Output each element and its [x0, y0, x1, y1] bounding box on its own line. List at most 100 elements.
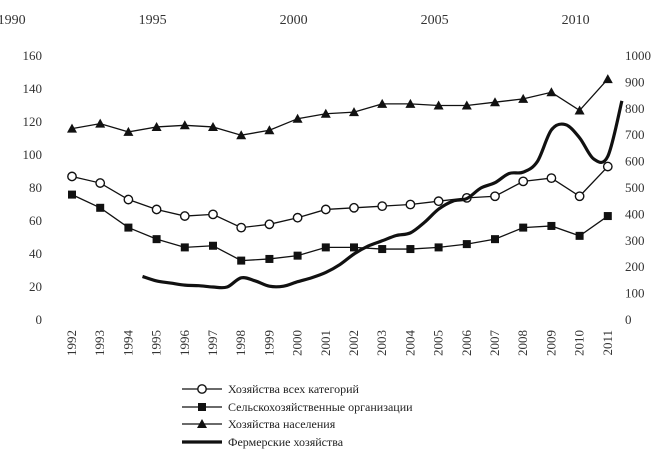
- data-point-square: [180, 243, 189, 252]
- x-tick-label: 1996: [177, 330, 192, 357]
- left-tick-label: 140: [23, 81, 43, 96]
- left-tick-label: 40: [29, 246, 42, 261]
- data-point-square: [462, 240, 471, 249]
- data-point-square: [406, 245, 415, 254]
- data-point-triangle: [264, 125, 275, 135]
- plot-area: [67, 74, 624, 290]
- top-year-label: 1995: [139, 13, 167, 28]
- data-point-triangle: [574, 105, 585, 115]
- data-point-square: [547, 221, 556, 230]
- x-tick-label: 1994: [120, 330, 135, 357]
- series-2: [68, 190, 612, 265]
- series-line-farms: [142, 100, 624, 290]
- data-point-circle: [574, 191, 585, 202]
- data-point-square: [152, 235, 161, 244]
- x-tick-label: 2005: [431, 330, 446, 356]
- right-tick-label: 400: [625, 206, 645, 221]
- right-tick-label: 200: [625, 259, 645, 274]
- left-tick-label: 80: [29, 180, 42, 195]
- data-point-triangle: [67, 123, 77, 133]
- left-tick-label: 100: [23, 147, 43, 162]
- data-point-triangle: [179, 120, 190, 130]
- data-point-triangle: [292, 113, 303, 123]
- data-point-triangle: [95, 118, 106, 128]
- data-point-triangle: [377, 98, 388, 108]
- data-point-triangle: [208, 121, 218, 131]
- x-tick-label: 1992: [64, 330, 79, 356]
- series-line: [71, 78, 609, 136]
- right-tick-label: 500: [625, 180, 645, 195]
- right-tick-label: 900: [625, 74, 645, 89]
- data-point-square: [321, 243, 330, 252]
- data-point-circle: [518, 176, 529, 187]
- right-axis: 0 100 200 300 400 500 600 700 800 900 1000: [625, 48, 651, 327]
- data-point-triangle: [349, 107, 359, 117]
- right-tick-label: 300: [625, 233, 645, 248]
- data-point-triangle: [602, 74, 613, 84]
- x-tick-label: 2011: [600, 330, 615, 356]
- data-point-circle: [292, 212, 303, 223]
- x-tick-label: 1997: [205, 330, 220, 357]
- x-tick-label: 2007: [487, 330, 502, 357]
- right-tick-label: 700: [625, 127, 645, 142]
- data-point-circle: [179, 211, 190, 221]
- top-year-label: 2005: [421, 13, 449, 28]
- data-point-triangle: [151, 121, 162, 131]
- x-tick-label: 2001: [318, 330, 333, 356]
- x-tick-label: 1993: [92, 330, 107, 356]
- data-point-circle: [151, 204, 162, 215]
- data-point-circle: [490, 191, 500, 202]
- right-tick-label: 100: [625, 286, 645, 301]
- data-point-circle: [377, 201, 388, 212]
- left-tick-label: 60: [29, 213, 42, 228]
- series-3: [67, 74, 613, 140]
- series-line: [71, 194, 609, 262]
- x-tick-label: 2006: [459, 330, 474, 357]
- top-axis: 1990 1995 2000 2005 2010: [0, 13, 590, 28]
- x-tick-label: 2004: [402, 330, 417, 357]
- data-point-triangle: [433, 100, 444, 110]
- data-point-triangle: [405, 98, 416, 108]
- data-point-square: [575, 231, 584, 240]
- data-point-square: [491, 235, 499, 244]
- x-tick-label: 2010: [572, 330, 587, 356]
- data-point-square: [293, 251, 302, 260]
- data-point-triangle: [461, 100, 472, 110]
- legend-label: Хозяйства населения: [228, 417, 336, 431]
- top-year-label: 2000: [280, 13, 308, 28]
- left-tick-label: 0: [36, 312, 43, 327]
- legend-item: Фермерские хозяйства: [182, 435, 344, 449]
- data-point-square: [124, 223, 133, 232]
- data-point-triangle: [490, 97, 500, 107]
- data-point-triangle: [546, 87, 557, 97]
- data-point-circle: [67, 171, 77, 182]
- data-point-square: [434, 243, 443, 252]
- data-point-circle: [405, 199, 416, 210]
- legend-label: Хозяйства всех категорий: [228, 382, 360, 396]
- series-4: [142, 100, 624, 290]
- data-point-square: [603, 212, 612, 221]
- data-point-square: [519, 223, 528, 232]
- left-tick-label: 160: [23, 48, 43, 63]
- x-tick-label: 1995: [149, 330, 164, 356]
- left-tick-label: 20: [29, 279, 42, 294]
- data-point-square: [350, 243, 358, 252]
- x-axis: 1992 1993 1994 1995 1996 1997 1998 1999 2000 2001…: [64, 330, 615, 357]
- top-year-label: 2010: [562, 13, 590, 28]
- legend-label: Сельскохозяйственные организации: [228, 400, 413, 414]
- data-point-triangle: [197, 419, 207, 428]
- data-point-triangle: [236, 130, 247, 140]
- data-point-circle: [320, 204, 331, 215]
- data-point-circle: [123, 194, 134, 205]
- data-point-triangle: [123, 126, 134, 136]
- x-tick-label: 2008: [515, 330, 530, 356]
- data-point-circle: [236, 222, 247, 233]
- x-tick-label: 1999: [261, 330, 276, 356]
- left-tick-label: 120: [23, 114, 43, 129]
- data-point-circle: [546, 173, 557, 184]
- data-point-square: [209, 241, 217, 250]
- left-axis: 0 20 40 60 80 100 120 140 160: [23, 48, 43, 327]
- right-tick-label: 800: [625, 101, 645, 116]
- right-tick-label: 600: [625, 154, 645, 169]
